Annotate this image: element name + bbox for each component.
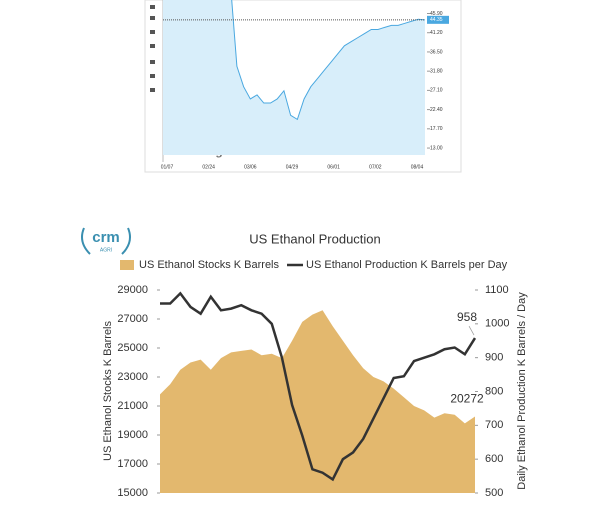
- y2-tick-label: 1000: [485, 318, 509, 330]
- y-tick-label: 25000: [117, 342, 148, 354]
- current-price-label: 44.35: [430, 17, 443, 23]
- investing-chart: Investing.com 13.0017.7022.4027.1031.803…: [144, 0, 462, 173]
- y-tick-label: 22.40: [430, 107, 443, 113]
- y2-tick-label: 700: [485, 419, 503, 431]
- y-tick-label: 29000: [117, 284, 148, 296]
- leader: [468, 325, 475, 336]
- plot: [163, 0, 425, 155]
- x-tick-label: 07/02: [369, 164, 382, 170]
- legend-label: US Ethanol Production K Barrels per Day: [306, 259, 508, 271]
- y-tick-label: 23000: [117, 371, 148, 383]
- x-tick-label: 01/07: [161, 164, 174, 170]
- x-tick-label: 04/29: [286, 164, 299, 170]
- value-label: 20272: [450, 392, 484, 406]
- y2-tick-label: 500: [485, 487, 503, 499]
- area: [163, 0, 425, 155]
- y-axis-title: US Ethanol Stocks K Barrels: [102, 321, 114, 462]
- toolbar: [150, 5, 155, 92]
- logo: crm AGRI: [81, 227, 131, 255]
- plot: [160, 291, 477, 493]
- line: [231, 0, 425, 121]
- x-tick-label: 02/24: [202, 164, 215, 170]
- y-tick-label: 36.50: [430, 49, 443, 55]
- y-tick-label: 27000: [117, 313, 148, 325]
- y-tick-label: 19000: [117, 429, 148, 441]
- value-label: 958: [457, 310, 477, 324]
- legend-swatch: [120, 260, 134, 270]
- y-tick-label: 15000: [117, 487, 148, 499]
- y-tick-label: 41.20: [430, 30, 443, 36]
- logo-name: crm: [92, 229, 120, 246]
- y-tick-label: 17.70: [430, 126, 443, 132]
- y2-tick-label: 900: [485, 352, 503, 364]
- line: [160, 291, 477, 482]
- y-tick-label: 31.80: [430, 68, 443, 74]
- y-tick-label: 13.00: [430, 145, 443, 151]
- current-price-box: [427, 15, 449, 24]
- logo-sub: AGRI: [100, 247, 112, 253]
- y2-tick-label: 800: [485, 385, 503, 397]
- y-tick-label: 27.10: [430, 88, 443, 94]
- ethanol-chart: crm AGRI US Ethanol Production US Ethano…: [81, 227, 528, 499]
- y-tick-label: 45.90: [430, 11, 443, 17]
- y-tick-label: 17000: [117, 458, 148, 470]
- y2-axis-title: Daily Ethanol Production K Barrels / Day: [516, 292, 528, 490]
- y2-tick-label: 1100: [485, 284, 509, 296]
- area: [160, 310, 475, 493]
- x-tick-label: 08/04: [411, 164, 424, 170]
- x-tick-label: 03/06: [244, 164, 257, 170]
- y2-tick-label: 600: [485, 453, 503, 465]
- legend-label: US Ethanol Stocks K Barrels: [139, 259, 280, 271]
- y-tick-label: 21000: [117, 400, 148, 412]
- x-tick-label: 06/01: [327, 164, 340, 170]
- chart-title: US Ethanol Production: [249, 231, 381, 246]
